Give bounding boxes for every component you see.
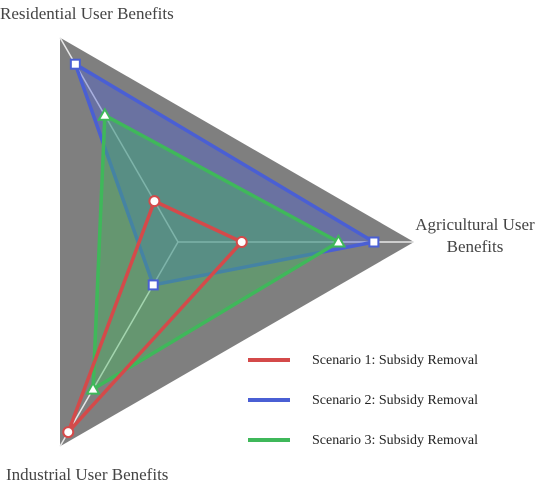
- legend-label: Scenario 3: Subsidy Removal: [312, 433, 478, 448]
- marker: [368, 236, 380, 248]
- series-area: [66, 199, 244, 434]
- marker: [235, 236, 248, 248]
- legend-label: Scenario 1: Subsidy Removal: [312, 353, 478, 368]
- axis-label: Agricultural User Benefits: [415, 215, 535, 256]
- axis-label: Residential User Benefits: [0, 4, 174, 23]
- legend-label: Scenario 2: Subsidy Removal: [312, 393, 478, 408]
- axis-line: [59, 241, 179, 447]
- series-area: [91, 113, 341, 391]
- marker: [97, 107, 113, 121]
- marker: [69, 58, 81, 70]
- marker: [148, 195, 161, 208]
- marker: [62, 426, 75, 439]
- marker: [85, 381, 101, 395]
- marker: [330, 233, 347, 248]
- series-area: [73, 62, 376, 287]
- marker: [147, 279, 159, 291]
- axis-label: Industrial User Benefits: [6, 465, 169, 484]
